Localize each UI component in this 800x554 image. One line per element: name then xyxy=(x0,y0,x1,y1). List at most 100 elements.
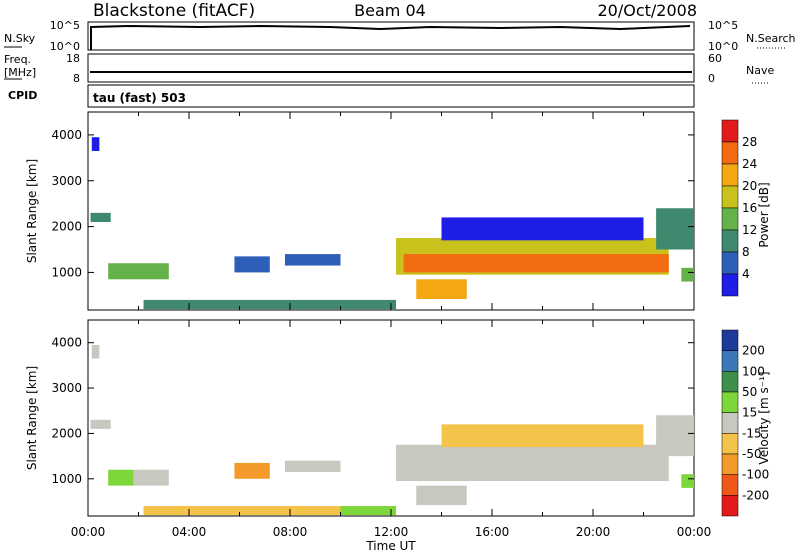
velocity-colorbar-swatches xyxy=(721,329,739,517)
power-colorbar-label: 8 xyxy=(742,245,750,259)
power-echo-region xyxy=(90,212,111,222)
freq-right-tick-bottom: 0 xyxy=(708,72,715,85)
velocity-colorbar: 200 100 50 15 -15 -50 -100 -200 Velocity… xyxy=(721,329,771,517)
power-colorbar: 4 8 12 16 20 24 28 Power [dB] xyxy=(721,119,771,297)
velocity-colorbar-swatch xyxy=(721,391,739,413)
power-y-tick-label: 4000 xyxy=(51,128,82,142)
time-tick-label: 08:00 xyxy=(273,525,308,539)
power-colorbar-swatch xyxy=(721,251,739,275)
velocity-colorbar-label: 50 xyxy=(742,385,757,399)
time-tick-label: 00:00 xyxy=(71,525,106,539)
power-data-layer xyxy=(87,112,695,310)
velocity-y-tick-label: 2000 xyxy=(51,426,82,440)
power-colorbar-label: 4 xyxy=(742,267,750,281)
velocity-echo-region xyxy=(234,462,270,479)
velocity-echo-region xyxy=(143,506,341,516)
power-echo-region xyxy=(91,137,100,151)
freq-panel-frame xyxy=(87,53,695,83)
cpid-strip xyxy=(87,84,695,108)
velocity-panel: 1000 2000 3000 4000 Slant Range [km] xyxy=(25,319,695,517)
x-axis-title: Time UT xyxy=(365,539,416,553)
power-colorbar-label: 12 xyxy=(742,223,757,237)
freq-right-tick-top: 60 xyxy=(708,52,722,65)
power-panel-frame xyxy=(87,111,695,311)
velocity-colorbar-swatch xyxy=(721,412,739,434)
velocity-echo-region xyxy=(133,469,169,486)
velocity-panel-frame xyxy=(87,319,695,517)
cpid-label: CPID xyxy=(8,89,37,102)
velocity-echo-region xyxy=(441,424,644,448)
power-y-tick-label: 3000 xyxy=(51,174,82,188)
velocity-colorbar-label: 200 xyxy=(742,344,765,358)
time-tick-label: 04:00 xyxy=(172,525,207,539)
power-panel: 1000 2000 3000 4000 Slant Range [km] xyxy=(25,111,695,311)
velocity-colorbar-swatch xyxy=(721,350,739,372)
power-echo-region xyxy=(681,267,694,282)
power-colorbar-label: 28 xyxy=(742,135,757,149)
velocity-colorbar-swatch xyxy=(721,371,739,393)
power-echo-region xyxy=(234,256,270,273)
station-title: Blackstone (fitACF) xyxy=(93,1,255,21)
velocity-colorbar-swatch xyxy=(721,433,739,455)
velocity-colorbar-label: -100 xyxy=(742,468,769,482)
velocity-echo-region xyxy=(416,485,467,506)
power-colorbar-swatch xyxy=(721,229,739,253)
time-tick-label: 12:00 xyxy=(374,525,409,539)
power-colorbar-swatches xyxy=(721,119,739,297)
velocity-data-layer xyxy=(87,320,695,516)
power-colorbar-label: 16 xyxy=(742,201,757,215)
beam-label: Beam 04 xyxy=(354,1,426,20)
velocity-colorbar-swatch xyxy=(721,474,739,496)
power-echo-region xyxy=(143,299,397,310)
velocity-colorbar-label: -15 xyxy=(742,426,762,440)
cpid-text: tau (fast) 503 xyxy=(93,91,186,105)
nave-label: Nave xyxy=(746,64,774,77)
velocity-colorbar-swatch xyxy=(721,329,739,351)
power-colorbar-swatch xyxy=(721,141,739,165)
velocity-colorbar-label: 100 xyxy=(742,364,765,378)
velocity-echo-region xyxy=(108,469,134,486)
noise-left-label: N.Sky xyxy=(4,32,36,45)
power-y-tick-label: 2000 xyxy=(51,220,82,234)
date-label: 20/Oct/2008 xyxy=(597,1,697,20)
time-axis: 00:00 04:00 08:00 12:00 16:00 20:00 00:0… xyxy=(71,525,712,539)
noise-panel-frame xyxy=(87,21,695,51)
power-colorbar-swatch xyxy=(721,207,739,231)
power-colorbar-swatch xyxy=(721,185,739,209)
power-colorbar-swatch xyxy=(721,119,739,143)
velocity-colorbar-swatch xyxy=(721,453,739,475)
velocity-colorbar-label: 15 xyxy=(742,406,757,420)
velocity-echo-region xyxy=(396,444,669,482)
time-tick-label: 00:00 xyxy=(677,525,712,539)
power-echo-region xyxy=(108,263,169,280)
velocity-colorbar-label: -200 xyxy=(742,488,769,502)
power-colorbar-swatch xyxy=(721,163,739,187)
velocity-echo-region xyxy=(340,506,397,516)
power-y-axis: 1000 2000 3000 4000 xyxy=(51,128,82,279)
velocity-echo-region xyxy=(90,419,111,429)
power-echo-region xyxy=(416,279,467,299)
velocity-echo-region xyxy=(656,415,694,457)
velocity-y-tick-label: 3000 xyxy=(51,381,82,395)
power-echo-region xyxy=(656,208,694,250)
power-echo-region xyxy=(403,254,669,273)
time-tick-label: 20:00 xyxy=(576,525,611,539)
noise-sky-trace xyxy=(90,24,691,50)
noise-right-tick-top: 10^5 xyxy=(708,19,738,32)
power-colorbar-label: 20 xyxy=(742,179,757,193)
velocity-y-axis-title: Slant Range [km] xyxy=(25,366,39,470)
noise-left-tick-top: 10^5 xyxy=(50,19,80,32)
velocity-y-axis: 1000 2000 3000 4000 xyxy=(51,336,82,486)
velocity-y-tick-label: 1000 xyxy=(51,472,82,486)
velocity-echo-region xyxy=(284,460,341,472)
velocity-colorbar-title: Velocity [m s⁻¹] xyxy=(757,371,771,464)
time-tick-label: 16:00 xyxy=(475,525,510,539)
velocity-echo-region xyxy=(681,474,694,488)
power-colorbar-title: Power [dB] xyxy=(757,182,771,247)
velocity-y-tick-label: 4000 xyxy=(51,336,82,350)
freq-left-label: Freq. xyxy=(4,53,31,66)
power-y-tick-label: 1000 xyxy=(51,265,82,279)
power-colorbar-swatch xyxy=(721,273,739,297)
freq-left-tick-bottom: 8 xyxy=(73,72,80,85)
